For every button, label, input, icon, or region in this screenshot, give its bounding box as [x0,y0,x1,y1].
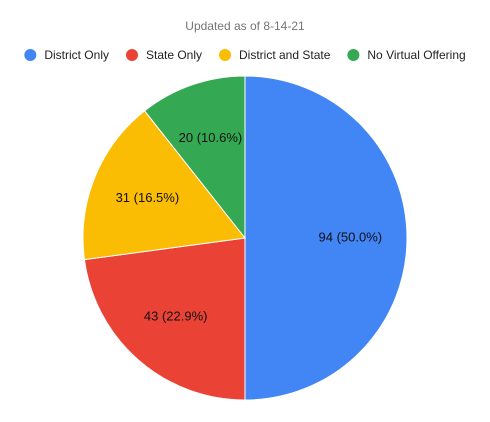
slice-label: 31 (16.5%) [116,190,180,205]
pie-slice [244,75,408,401]
legend-marker [347,49,360,61]
pie-slice [82,110,246,261]
legend-label: District and State [239,48,331,62]
chart-title: Updated as of 8-14-21 [185,19,305,33]
pie-slice [83,237,246,401]
legend-label: No Virtual Offering [367,48,465,62]
legend-marker [125,49,138,61]
slice-label: 43 (22.9%) [144,309,208,324]
legend-marker [219,49,232,61]
legend-marker [24,49,37,61]
pie-slice [143,75,246,240]
slice-label: 20 (10.6%) [179,130,243,145]
slice-label: 94 (50.0%) [319,229,383,244]
legend-label: District Only [44,48,109,62]
legend-label: State Only [146,48,202,62]
